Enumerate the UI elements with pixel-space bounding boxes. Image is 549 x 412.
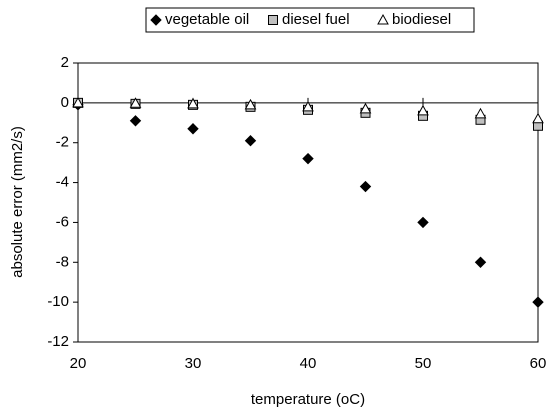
legend-marker xyxy=(150,14,162,26)
x-tick-label: 40 xyxy=(300,355,317,372)
point xyxy=(417,216,429,229)
y-tick-label: 2 xyxy=(61,54,69,71)
y-tick-label: -2 xyxy=(56,134,69,151)
point xyxy=(129,97,142,108)
point xyxy=(474,107,487,119)
point xyxy=(532,112,544,124)
point xyxy=(302,152,314,165)
y-tick-label: -10 xyxy=(47,293,69,310)
x-tick-label: 60 xyxy=(530,355,547,372)
legend-label: diesel fuel xyxy=(282,11,350,28)
x-tick-label: 30 xyxy=(185,355,202,372)
x-tick-label: 20 xyxy=(70,355,87,372)
legend-marker xyxy=(268,15,278,25)
point xyxy=(359,180,372,193)
y-tick-label: -6 xyxy=(56,213,69,230)
plot-frame xyxy=(77,62,539,343)
point xyxy=(72,96,84,108)
point xyxy=(244,135,257,147)
point xyxy=(187,97,199,109)
legend-label: vegetable oil xyxy=(165,11,249,28)
point xyxy=(359,102,372,114)
point xyxy=(532,296,544,308)
point xyxy=(302,100,314,112)
y-tick-label: -8 xyxy=(56,253,69,270)
legend-label: biodiesel xyxy=(392,11,451,28)
legend-box xyxy=(145,7,475,33)
y-tick-label: -12 xyxy=(47,333,69,350)
point xyxy=(474,256,487,268)
x-tick-label: 50 xyxy=(415,355,432,372)
point xyxy=(417,104,429,116)
point xyxy=(129,115,142,127)
point xyxy=(187,123,199,135)
point xyxy=(244,98,257,110)
y-tick-label: -4 xyxy=(56,174,69,191)
x-axis-label: temperature (oC) xyxy=(251,391,365,408)
y-tick-label: 0 xyxy=(61,94,69,111)
y-axis-label: absolute error (mm2/s) xyxy=(9,126,26,278)
legend-marker xyxy=(377,13,389,25)
